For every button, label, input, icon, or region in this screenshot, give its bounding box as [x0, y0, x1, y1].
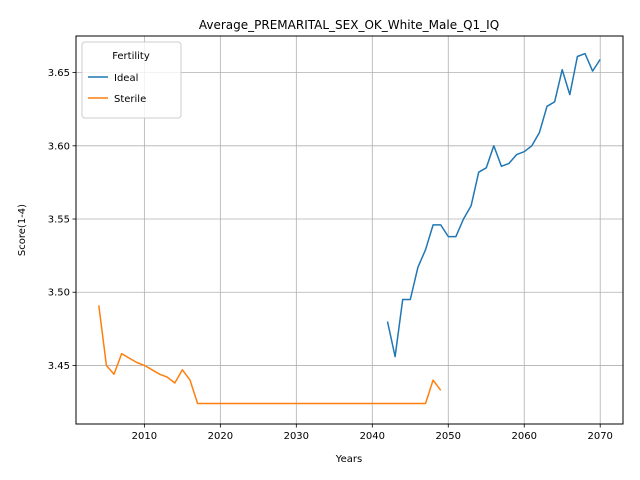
series-line-sterile — [98, 305, 442, 405]
x-tick-label: 2060 — [512, 431, 537, 442]
y-tick-label: 3.55 — [48, 215, 70, 226]
x-tick-label: 2030 — [284, 431, 309, 442]
chart-title: Average_PREMARITAL_SEX_OK_White_Male_Q1_… — [199, 18, 499, 32]
legend-box — [81, 41, 182, 119]
x-axis-label: Years — [335, 454, 362, 465]
ticks: 2010 2020 2030 2040 2050 2060 2070 3.45 3.50 3.55… — [48, 68, 613, 442]
x-tick-label: 2020 — [208, 431, 233, 442]
legend-label-sterile: Sterile — [114, 94, 146, 105]
legend: Fertility Ideal Sterile — [81, 41, 182, 119]
y-tick-label: 3.65 — [48, 68, 70, 79]
y-axis-label: Score(1-4) — [17, 204, 28, 256]
x-tick-label: 2050 — [436, 431, 461, 442]
y-tick-label: 3.50 — [48, 288, 70, 299]
x-tick-label: 2010 — [132, 431, 157, 442]
series-lines — [98, 52, 601, 405]
y-tick-label: 3.45 — [48, 361, 70, 372]
series-line-ideal — [386, 52, 601, 358]
plot-frame — [75, 35, 624, 425]
x-tick-label: 2040 — [360, 431, 385, 442]
legend-title: Fertility — [112, 51, 150, 62]
y-tick-label: 3.60 — [48, 141, 70, 152]
x-tick-label: 2070 — [587, 431, 612, 442]
legend-label-ideal: Ideal — [114, 73, 138, 84]
